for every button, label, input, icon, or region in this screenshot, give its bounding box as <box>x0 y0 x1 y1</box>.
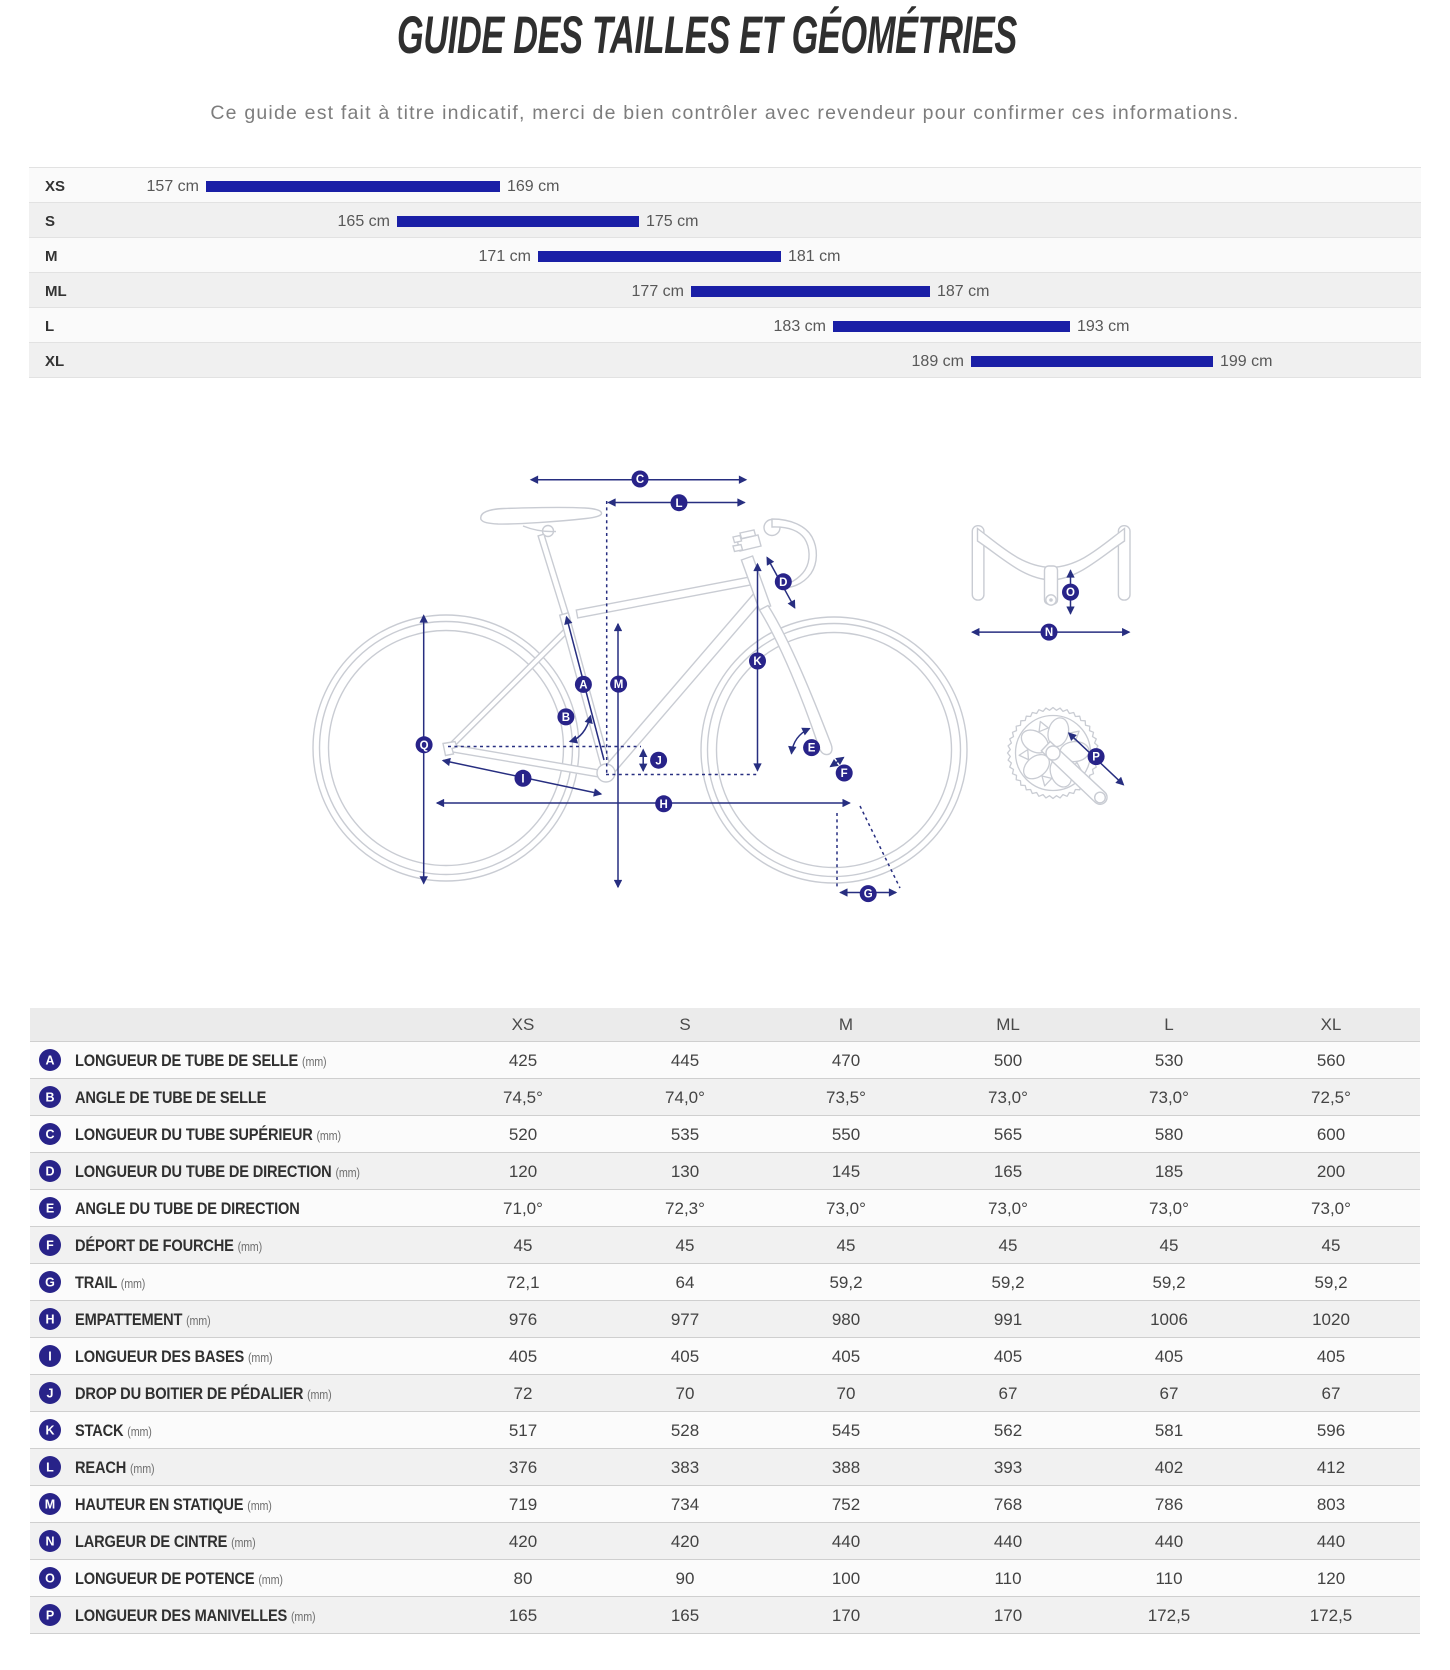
svg-text:N: N <box>1045 627 1053 639</box>
svg-text:L: L <box>675 498 682 510</box>
svg-text:B: B <box>562 712 570 724</box>
svg-text:C: C <box>45 1128 54 1142</box>
svg-text:O: O <box>45 1572 55 1586</box>
svg-text:G: G <box>45 1276 55 1290</box>
svg-text:Q: Q <box>420 740 429 752</box>
svg-text:O: O <box>1066 587 1075 599</box>
svg-text:B: B <box>45 1091 54 1105</box>
svg-text:D: D <box>779 577 787 589</box>
svg-text:A: A <box>45 1054 54 1068</box>
svg-text:I: I <box>521 773 524 785</box>
svg-text:L: L <box>46 1461 54 1475</box>
svg-text:M: M <box>45 1498 55 1512</box>
svg-text:A: A <box>579 680 587 692</box>
svg-text:E: E <box>808 743 816 755</box>
svg-text:N: N <box>45 1535 54 1549</box>
svg-text:F: F <box>841 768 848 780</box>
svg-text:G: G <box>864 889 873 901</box>
svg-text:M: M <box>614 679 624 691</box>
svg-text:E: E <box>46 1202 54 1216</box>
svg-text:J: J <box>47 1387 54 1401</box>
svg-text:H: H <box>45 1313 54 1327</box>
svg-text:H: H <box>660 799 668 811</box>
svg-text:K: K <box>753 656 762 668</box>
svg-text:D: D <box>45 1165 54 1179</box>
svg-text:I: I <box>48 1350 51 1364</box>
svg-text:K: K <box>45 1424 54 1438</box>
svg-text:P: P <box>1092 752 1100 764</box>
svg-text:C: C <box>636 474 644 486</box>
svg-text:P: P <box>46 1609 54 1623</box>
svg-text:F: F <box>46 1239 54 1253</box>
svg-text:J: J <box>655 755 661 767</box>
